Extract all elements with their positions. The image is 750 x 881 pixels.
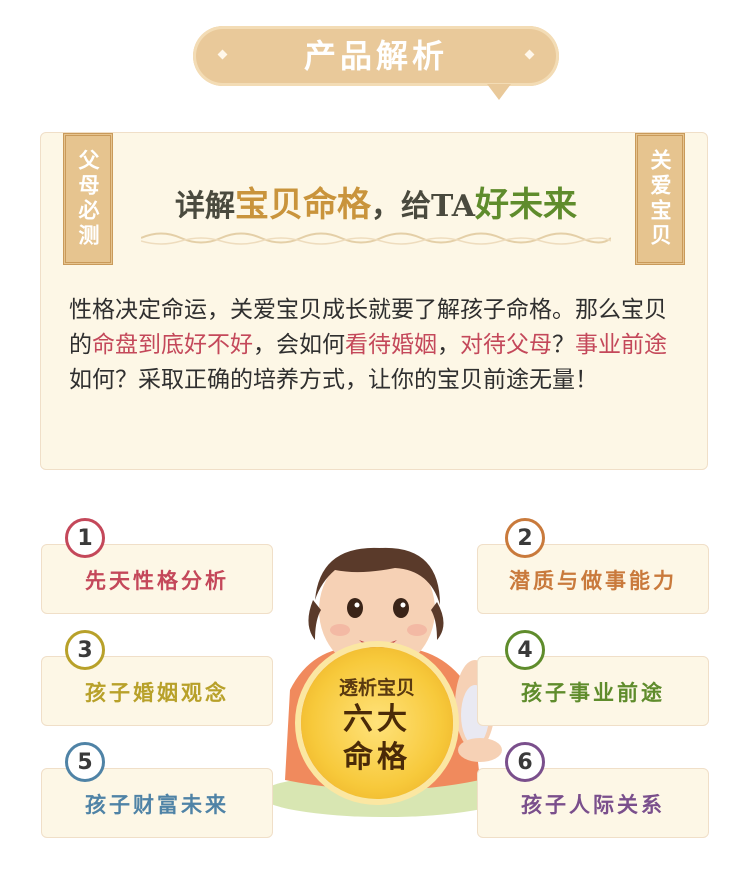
feature-label: 孩子婚姻观念: [85, 680, 229, 705]
body-text-5: 如何？采取正确的培养方式，让你的宝贝前途无量！: [69, 367, 598, 393]
body-highlight-2: 看待婚姻: [345, 332, 437, 358]
medal-line1: 六大: [343, 702, 411, 737]
feature-6: 6 孩子人际关系: [477, 742, 709, 838]
feature-4: 4 孩子事业前途: [477, 630, 709, 726]
feature-5: 5 孩子财富未来: [41, 742, 273, 838]
card-body: 性格决定命运，关爱宝贝成长就要了解孩子命格。那么宝贝的命盘到底好不好，会如何看待…: [69, 293, 689, 398]
feature-label: 孩子事业前途: [521, 680, 665, 705]
right-tag: 关爱宝贝: [635, 133, 685, 265]
headline-highlight2: 好未来: [474, 185, 577, 225]
feature-1: 1 先天性格分析: [41, 518, 273, 614]
right-tag-text: 关爱宝贝: [648, 149, 673, 249]
headline-highlight1: 宝贝命格: [235, 185, 372, 225]
feature-label: 孩子财富未来: [85, 792, 229, 817]
feature-number: 6: [505, 742, 545, 782]
feature-number: 1: [65, 518, 105, 558]
feature-3: 3 孩子婚姻观念: [41, 630, 273, 726]
card-headline: 详解宝贝命格，给TA好未来: [141, 177, 611, 226]
banner-title: 产品解析: [303, 37, 448, 75]
feature-number: 2: [505, 518, 545, 558]
body-highlight-1: 命盘到底好不好: [92, 332, 253, 358]
feature-number: 4: [505, 630, 545, 670]
feature-number: 5: [65, 742, 105, 782]
body-text-2: ，会如何: [253, 332, 345, 358]
feature-number: 3: [65, 630, 105, 670]
feature-label: 先天性格分析: [85, 568, 229, 593]
headline-part2: ，给TA: [371, 189, 475, 224]
center-medal: 透析宝贝 六大 命格: [301, 647, 453, 799]
medal-main-text: 六大 命格: [301, 701, 453, 777]
intro-card: 父母必测 关爱宝贝 详解宝贝命格，给TA好未来 性格决定命运，关爱宝贝成长就要了…: [40, 132, 708, 470]
body-text-4: ？: [552, 332, 575, 358]
headline-part1: 详解: [175, 189, 236, 224]
body-text-1: 性格决定命运，关爱宝贝成长就要了解孩子命格。那么宝贝的: [69, 297, 667, 358]
body-highlight-3: 对待父母: [460, 332, 552, 358]
body-text-3: ，: [437, 332, 460, 358]
medal-top-text: 透析宝贝: [338, 677, 415, 699]
divider-ornament: [141, 232, 611, 245]
section-banner: 产品解析: [193, 26, 559, 100]
left-tag-text: 父母必测: [76, 149, 101, 249]
feature-2: 2 潜质与做事能力: [477, 518, 709, 614]
feature-label: 孩子人际关系: [521, 792, 665, 817]
medal-line2: 命格: [343, 740, 411, 775]
feature-label: 潜质与做事能力: [509, 568, 677, 593]
left-tag: 父母必测: [63, 133, 113, 265]
body-highlight-4: 事业前途: [575, 332, 667, 358]
